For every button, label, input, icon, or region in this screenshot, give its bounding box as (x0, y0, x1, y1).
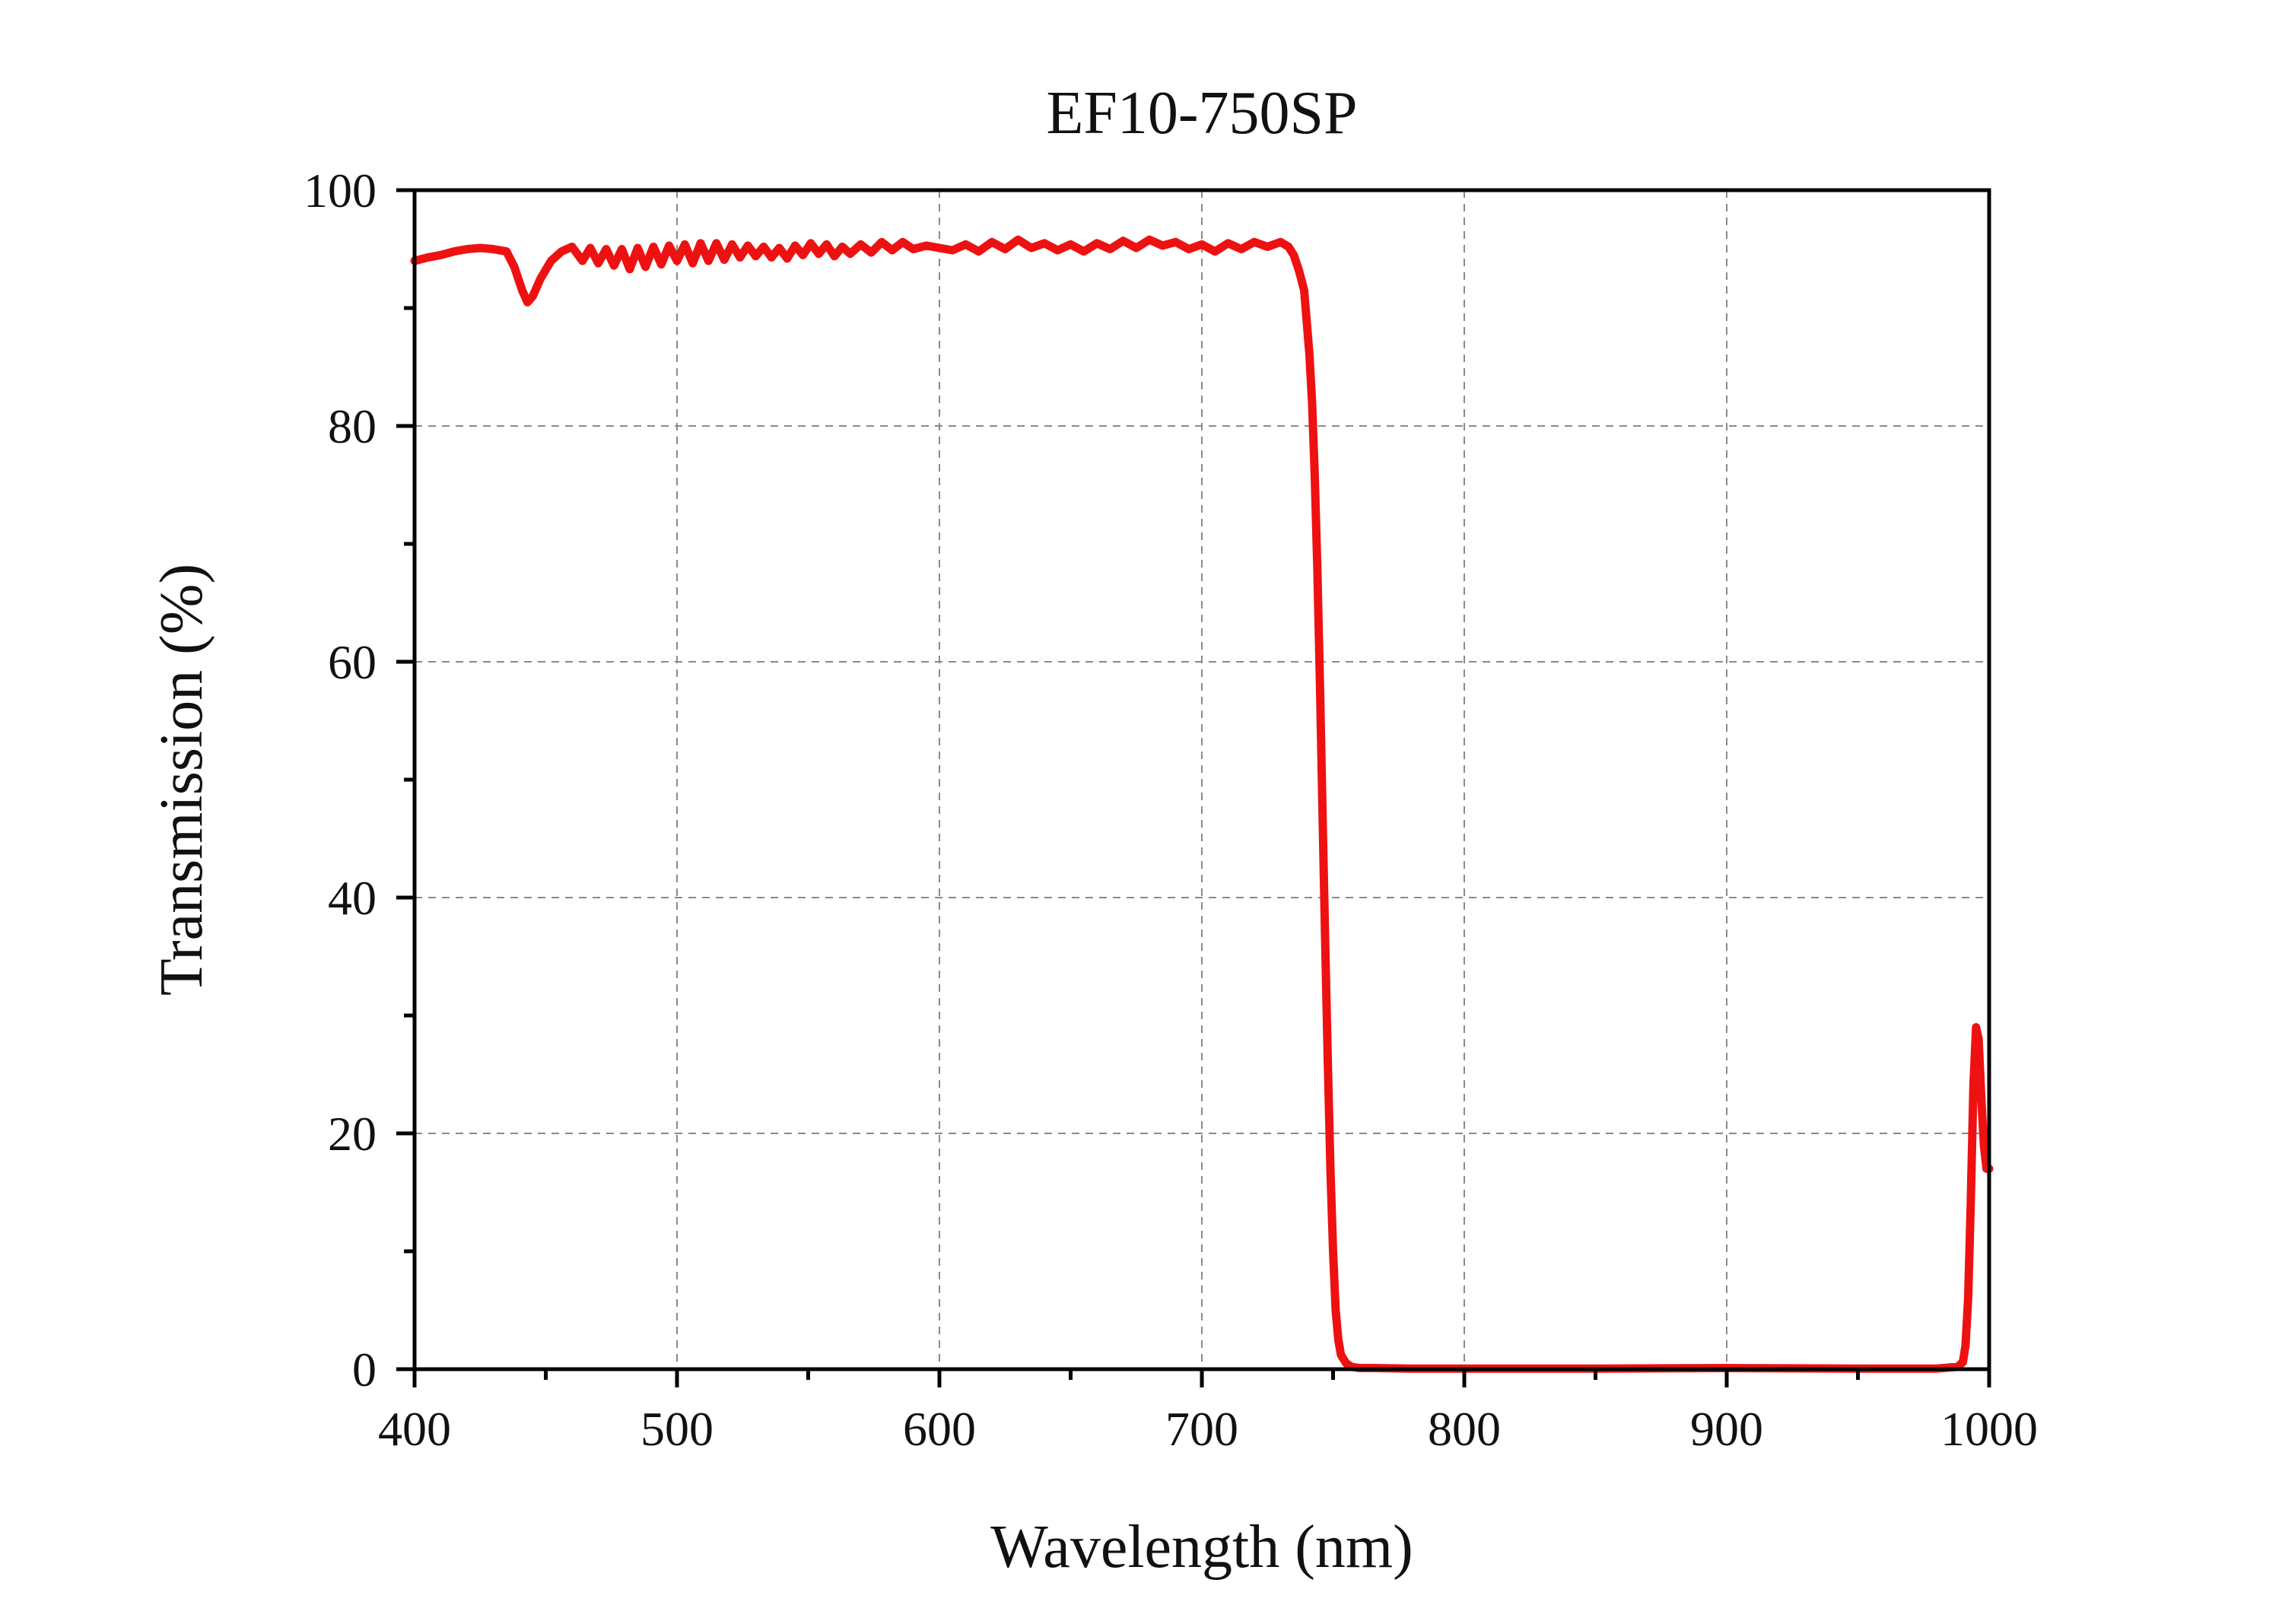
x-tick-labels: 400 500 600 700 800 900 1000 (378, 1402, 2038, 1456)
y-tick-label: 100 (304, 164, 377, 218)
y-tick-labels: 0 20 40 60 80 100 (304, 164, 377, 1397)
transmission-series (410, 235, 1994, 1373)
y-axis-title: Transmission (%) (148, 564, 215, 996)
x-tick-label: 800 (1428, 1402, 1501, 1456)
x-tick-label: 600 (903, 1402, 976, 1456)
grid-lines (415, 190, 1989, 1369)
x-axis-title: Wavelength (nm) (990, 1514, 1413, 1581)
x-tick-label: 400 (378, 1402, 451, 1456)
x-tick-label: 700 (1165, 1402, 1238, 1456)
x-tick-label: 900 (1690, 1402, 1763, 1456)
y-tick-label: 80 (328, 399, 377, 453)
x-tick-label: 500 (640, 1402, 714, 1456)
axis-ticks (396, 188, 1991, 1387)
chart-title: EF10-750SP (1047, 80, 1358, 147)
y-tick-label: 40 (328, 871, 377, 925)
y-tick-label: 60 (328, 635, 377, 689)
transmission-line (410, 235, 1994, 1373)
y-tick-label: 0 (352, 1343, 377, 1397)
y-tick-label: 20 (328, 1107, 377, 1161)
x-tick-label: 1000 (1940, 1402, 2038, 1456)
